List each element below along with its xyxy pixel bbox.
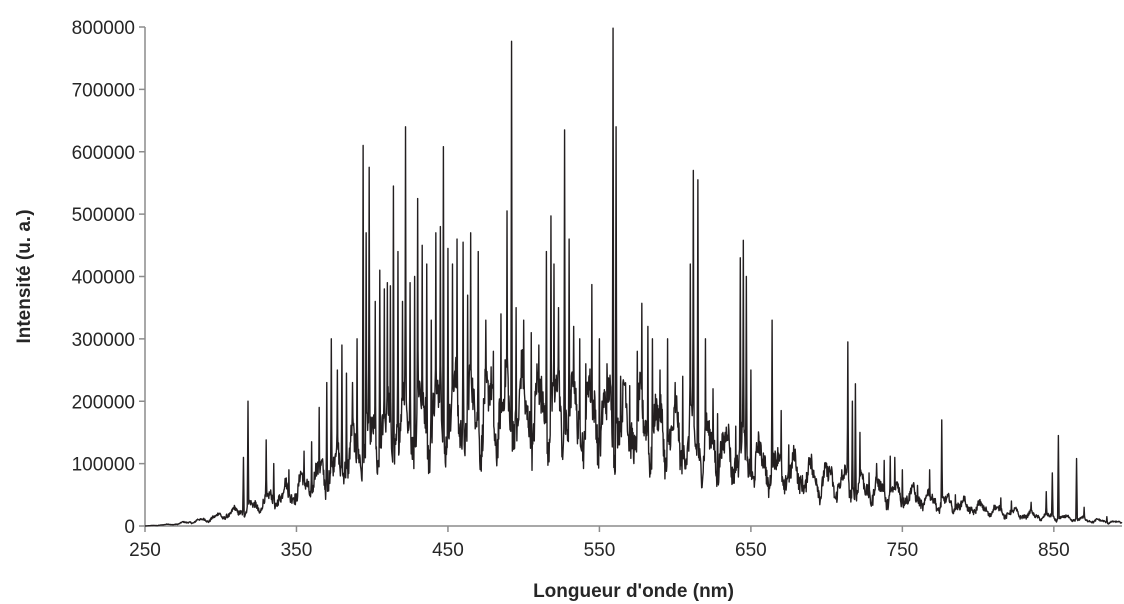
- y-axis-title: Intensité (u. a.): [14, 209, 35, 343]
- spectrum-line: [144, 27, 1123, 527]
- y-tick-label: 0: [124, 517, 135, 538]
- y-tick-label: 300000: [72, 330, 135, 351]
- y-tick-label: 400000: [72, 268, 135, 289]
- x-tick-label: 650: [735, 540, 767, 561]
- y-tick-label: 200000: [72, 392, 135, 413]
- x-tick-label: 450: [432, 540, 464, 561]
- x-axis: 250 350 450 550 650 750 850: [129, 525, 1122, 561]
- x-axis-title: Longueur d'onde (nm): [533, 581, 734, 602]
- x-tick-label: 350: [281, 540, 313, 561]
- y-tick-label: 500000: [72, 205, 135, 226]
- y-tick-label: 700000: [72, 80, 135, 101]
- plot-area: [144, 27, 1123, 527]
- y-tick-label: 100000: [72, 455, 135, 476]
- y-tick-label: 600000: [72, 143, 135, 164]
- y-tick-label: 800000: [72, 18, 135, 39]
- x-tick-label: 250: [129, 540, 161, 561]
- y-axis: 0 100000 200000 300000 400000 500000 600000 700…: [72, 18, 146, 538]
- x-tick-label: 850: [1038, 540, 1070, 561]
- x-tick-label: 750: [887, 540, 919, 561]
- x-tick-label: 550: [584, 540, 616, 561]
